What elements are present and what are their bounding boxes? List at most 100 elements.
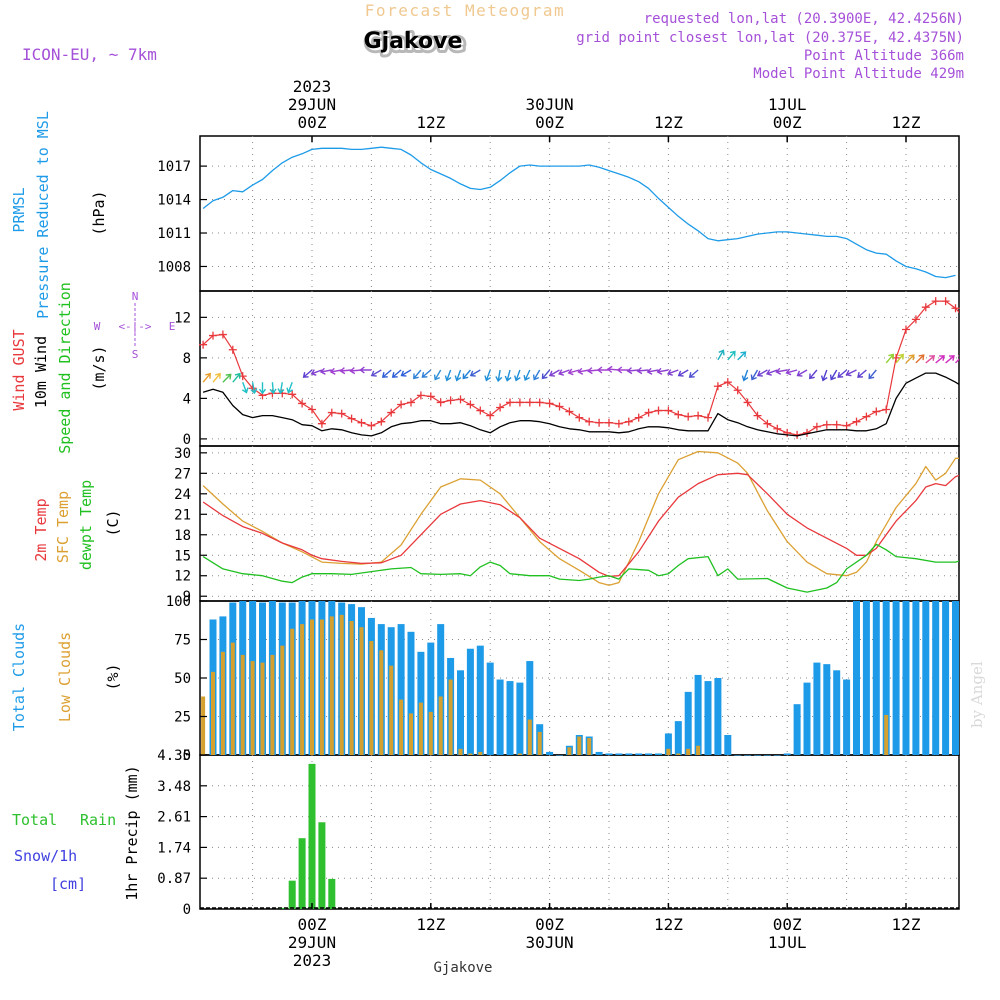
gust-marker [921,303,930,312]
total-cloud-bar [546,751,554,755]
total-cloud-bar [625,753,633,755]
time-label-top: 00Z [298,113,327,132]
point-altitude: Point Altitude 366m [804,48,964,64]
time-label-bottom: 29JUN [288,933,336,952]
total-cloud-bar [932,601,940,755]
time-label-top: 30JUN [526,95,574,114]
wind-direction-arrow [567,368,580,376]
compass-w-label: W [94,320,101,333]
grid-point-coords: grid point closest lon,lat (20.375E, 42.… [576,30,964,46]
y-tick-label: 2.61 [157,810,191,826]
wind-direction-arrow [302,369,313,378]
total-cloud-bar [882,601,890,755]
low-cloud-bar [666,748,671,755]
gust-marker [822,420,831,429]
total-cloud-bar [862,601,870,755]
wind-direction-arrow [925,355,936,364]
total-cloud-bar [506,681,514,755]
cloud-label-total: Total Clouds [10,623,28,731]
time-label-bottom: 30JUN [526,933,574,952]
dewpoint-line [202,543,959,593]
y-tick-label: 3.48 [157,779,191,795]
gust-marker [614,419,623,428]
total-cloud-bar [645,753,653,755]
wind-direction-arrow [636,367,649,375]
low-cloud-bar [517,753,522,755]
low-cloud-bar [211,671,215,755]
compass-s-label: S [132,348,139,361]
time-label-bottom: 1JUL [768,933,807,952]
wind-direction-arrow [765,369,778,376]
total-cloud-bar [407,631,415,755]
temp-label-dewpt: dewpt Temp [77,480,95,570]
gust-marker [634,413,643,422]
total-cloud-bar [496,679,504,755]
wind-direction-arrow [829,369,838,381]
rain-bar [298,838,306,909]
wind-direction-arrow [756,369,768,377]
y-tick-label: 18 [174,528,191,544]
cloud-label-low: Low Clouds [56,632,74,722]
wind-direction-arrow [586,367,600,375]
requested-coords: requested lon,lat (20.3900E, 42.4256N) [644,11,964,27]
wind-direction-arrow [222,373,232,383]
low-cloud-bar [240,654,245,755]
total-cloud-bar [803,682,811,755]
gust-marker [377,417,386,426]
wind-direction-arrow [688,369,699,378]
total-cloud-bar [783,753,791,755]
low-cloud-bar [567,747,572,755]
time-label-top: 1JUL [768,95,807,114]
y-tick-label: 4.35 [157,748,191,764]
low-cloud-bar [250,661,255,755]
low-cloud-bar [379,650,384,755]
watermark: by Angel [968,661,986,728]
pressure-label-prmsl: PRMSL [10,187,28,232]
gust-marker [317,419,326,428]
y-tick-label: 1.74 [157,840,191,856]
gust-line [202,300,959,436]
wind-direction-arrow [310,369,323,376]
total-cloud-bar [664,733,672,755]
wind-direction-arrow [809,369,818,380]
gust-marker [456,395,465,404]
total-cloud-bar [813,662,821,755]
wind-direction-arrow [857,369,867,378]
low-cloud-bar [676,753,681,755]
wind-direction-arrow [905,354,915,364]
gust-marker [337,409,346,418]
gust-marker [862,412,871,421]
total-cloud-bar [457,670,464,755]
low-cloud-bar [458,748,463,755]
gust-marker [882,405,891,414]
y-tick-label: 100 [166,594,191,610]
gust-marker [209,331,217,340]
wind-direction-arrow [606,365,619,373]
total-cloud-bar [595,751,603,755]
y-tick-label: 0 [183,432,191,448]
wind-direction-arrow [514,369,521,382]
wind-direction-arrow [329,367,342,375]
time-label-bottom: 00Z [298,915,327,934]
wind-direction-arrow [359,366,372,374]
y-tick-label: 0 [183,748,191,764]
low-cloud-bar [527,719,532,755]
wind-direction-arrow [277,382,285,395]
low-cloud-bar [260,662,265,755]
low-cloud-bar [300,624,305,755]
location-title: Gjakove [366,31,465,56]
time-label-top: 12Z [892,113,921,132]
grid-lines [200,136,959,909]
wind-direction-arrow [935,355,945,364]
gust-marker [575,413,584,422]
y-tick-label: 1008 [157,259,191,275]
gust-marker [713,382,722,391]
wind-direction-arrow [339,367,352,375]
y-tick-label: 1014 [157,193,191,209]
y-tick-label: 0 [183,902,191,918]
total-cloud-bar [635,753,643,755]
low-cloud-bar [418,702,423,755]
total-cloud-bar [674,721,682,755]
gust-marker [852,417,861,426]
wind-direction-arrow [250,382,258,395]
